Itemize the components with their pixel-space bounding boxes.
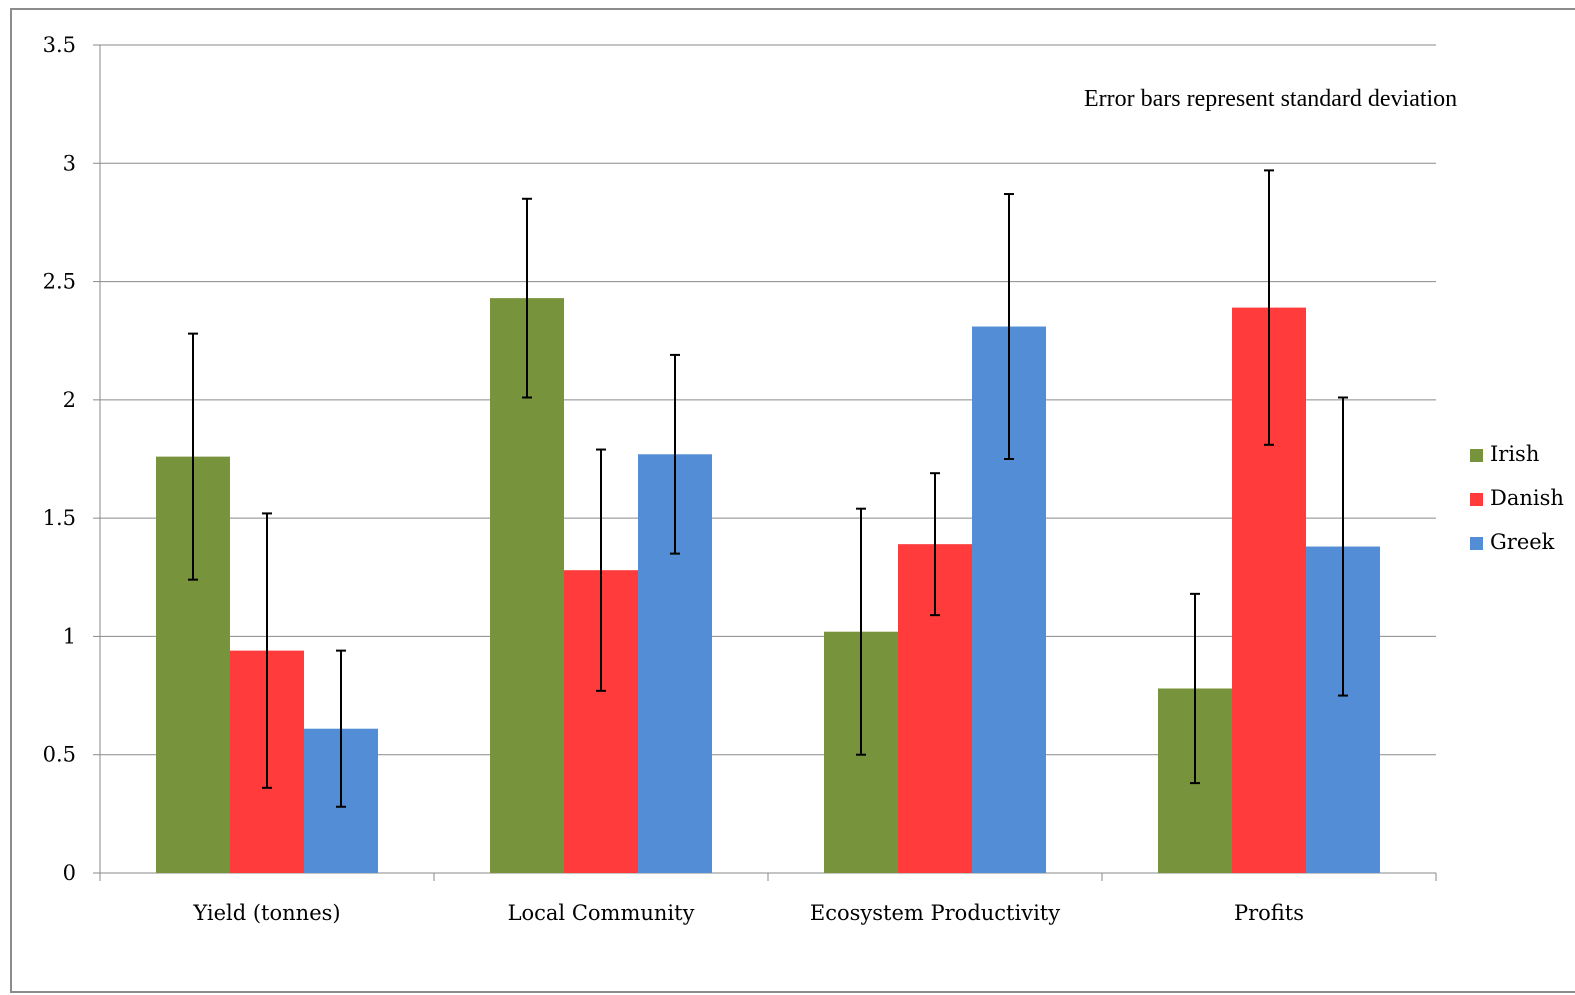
x-category-label: Yield (tonnes) — [192, 901, 340, 925]
y-tick-label: 2.5 — [43, 270, 76, 294]
y-tick-label: 0 — [63, 861, 76, 885]
bars — [156, 298, 1380, 873]
y-tick-label: 1.5 — [43, 506, 76, 530]
legend-label-danish: Danish — [1490, 486, 1564, 510]
chart-frame: 0 0.5 1 1.5 2 2.5 3 3.5 Yield (tonnes) Local Comm… — [10, 8, 1575, 993]
x-category-label: Local Community — [508, 901, 695, 925]
error-bars — [188, 169, 1348, 808]
y-tick-label: 3.5 — [43, 33, 76, 57]
x-category-label: Ecosystem Productivity — [810, 901, 1060, 925]
bar-chart: 0 0.5 1 1.5 2 2.5 3 3.5 Yield (tonnes) Local Comm… — [43, 33, 1564, 925]
legend-label-greek: Greek — [1490, 530, 1555, 554]
axis-labels: 0 0.5 1 1.5 2 2.5 3 3.5 Yield (tonnes) Local Comm… — [43, 33, 1304, 925]
y-tick-label: 3 — [63, 151, 76, 175]
chart-annotation: Error bars represent standard deviation — [1084, 86, 1457, 112]
gridlines — [100, 44, 1436, 756]
y-tick-label: 1 — [63, 624, 76, 648]
y-tick-label: 2 — [63, 388, 76, 412]
legend: Irish Danish Greek — [1470, 442, 1564, 554]
legend-label-irish: Irish — [1490, 442, 1539, 466]
legend-swatch-greek — [1470, 537, 1483, 550]
x-category-label: Profits — [1234, 901, 1304, 925]
legend-swatch-danish — [1470, 493, 1483, 506]
legend-swatch-irish — [1470, 449, 1483, 462]
y-tick-label: 0.5 — [43, 743, 76, 767]
